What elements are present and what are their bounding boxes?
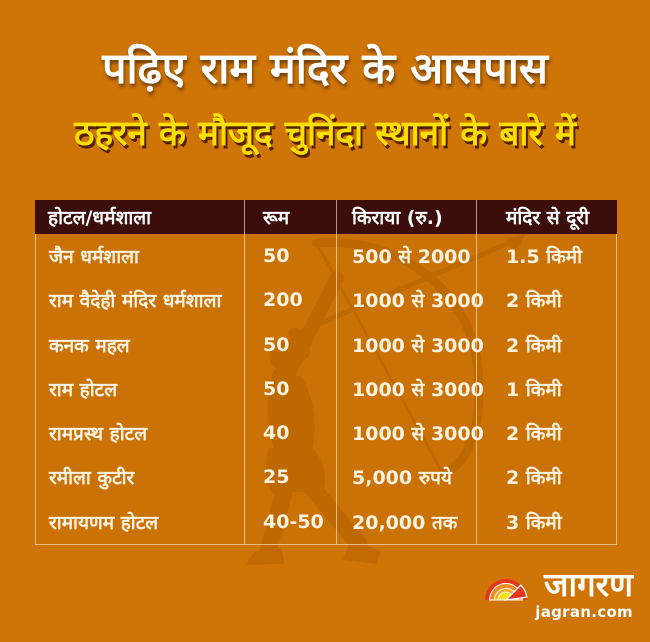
column-header-hotel: होटल/धर्मशाला [48, 207, 152, 229]
poster-subtitle: ठहरने के मौजूद चुनिंदा स्थानों के बारे म… [74, 114, 576, 154]
cell-distance: 3 किमी [476, 499, 616, 544]
cell-distance: 1 किमी [476, 366, 616, 412]
cell-rooms: 40 [244, 411, 336, 456]
table-row: रमीला कुटीर 25 5,000 रुपये 2 किमी [36, 455, 616, 500]
table-row: रामप्रस्थ होटल 40 1000 से 3000 2 किमी [36, 411, 616, 456]
cell-rooms: 50 [244, 366, 336, 412]
table-row: राम वैदेही मंदिर धर्मशाला 200 1000 से 30… [36, 278, 616, 323]
column-header-rent: किराया (रु.) [336, 200, 476, 234]
cell-rooms: 40-50 [244, 499, 336, 544]
cell-rent: 1000 से 3000 [336, 366, 484, 412]
logo-wordmark: जागरण [544, 565, 633, 604]
cell-hotel-name: रमीला कुटीर [49, 467, 135, 490]
cell-rooms: 50 [244, 322, 336, 367]
cell-rooms: 50 [244, 234, 336, 279]
cell-hotel-name: राम होटल [49, 378, 118, 401]
cell-distance: 2 किमी [476, 278, 616, 323]
cell-hotel-name: जैन धर्मशाला [49, 246, 139, 269]
lodging-table: होटल/धर्मशाला रूम किराया (रु.) मंदिर से … [35, 200, 617, 545]
cell-distance: 2 किमी [476, 455, 616, 500]
logo-domain: jagran.com [535, 602, 633, 621]
cell-rent: 1000 से 3000 [336, 322, 484, 367]
cell-rent: 5,000 रुपये [336, 455, 476, 500]
cell-rent: 1000 से 3000 [336, 278, 484, 323]
table-row: राम होटल 50 1000 से 3000 1 किमी [36, 366, 616, 412]
cell-distance: 2 किमी [476, 411, 616, 456]
cell-rent: 500 से 2000 [336, 234, 476, 279]
cell-rent: 1000 से 3000 [336, 411, 484, 456]
table-row: जैन धर्मशाला 50 500 से 2000 1.5 किमी [36, 234, 616, 279]
cell-rooms: 200 [244, 278, 336, 323]
cell-hotel-name: रामप्रस्थ होटल [49, 423, 148, 446]
cell-hotel-name: कनक महल [49, 334, 130, 357]
table-body: जैन धर्मशाला 50 500 से 2000 1.5 किमी राम… [35, 234, 617, 545]
archer-watermark-icon [245, 234, 526, 565]
cell-rent: 20,000 तक [336, 499, 476, 544]
cell-distance: 2 किमी [476, 322, 616, 367]
table-row: कनक महल 50 1000 से 3000 2 किमी [36, 322, 616, 367]
column-header-distance: मंदिर से दूरी [476, 200, 617, 234]
table-header-row: होटल/धर्मशाला रूम किराया (रु.) मंदिर से … [35, 200, 617, 234]
cell-hotel-name: रामायणम होटल [49, 511, 159, 534]
jagran-logo: जागरण jagran.com [484, 565, 633, 621]
cell-distance: 1.5 किमी [476, 234, 616, 279]
logo-text-block: जागरण jagran.com [535, 565, 633, 621]
table-row: रामायणम होटल 40-50 20,000 तक 3 किमी [36, 499, 616, 544]
column-header-rooms: रूम [244, 200, 336, 234]
poster-title: पढ़िए राम मंदिर के आसपास [102, 44, 548, 94]
cell-hotel-name: राम वैदेही मंदिर धर्मशाला [49, 290, 222, 313]
rising-sun-icon [485, 579, 528, 601]
cell-rooms: 25 [244, 455, 336, 500]
